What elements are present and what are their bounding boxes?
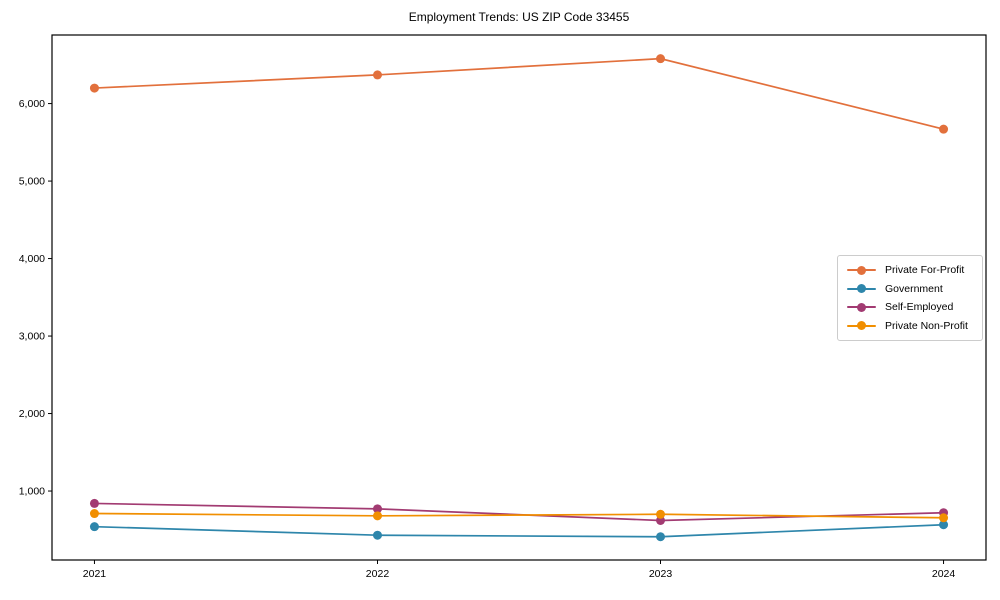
legend-label: Private Non-Profit xyxy=(885,319,968,332)
x-tick-label: 2024 xyxy=(932,568,956,580)
data-point-marker xyxy=(939,124,949,134)
data-point-marker xyxy=(372,511,382,521)
data-point-marker xyxy=(656,515,666,525)
legend: Private For-Profit Government Self-Emplo… xyxy=(837,255,983,341)
y-tick-label: 4,000 xyxy=(19,253,45,265)
data-point-marker xyxy=(939,513,949,523)
y-tick-label: 5,000 xyxy=(19,176,45,188)
legend-item: Government xyxy=(847,280,974,298)
y-axis: 1,000 2,000 3,000 4,000 5,000 6,000 xyxy=(19,98,52,498)
data-point-marker xyxy=(939,520,949,530)
series-private-non-profit xyxy=(89,509,949,523)
legend-label: Private For-Profit xyxy=(885,264,965,276)
legend-dot-icon xyxy=(857,284,866,294)
data-point-marker xyxy=(656,54,666,64)
legend-label: Self-Employed xyxy=(885,301,954,314)
data-point-marker xyxy=(656,532,666,542)
series-line xyxy=(94,502,944,522)
data-point-marker xyxy=(89,509,99,519)
series-line xyxy=(94,523,944,538)
data-point-marker xyxy=(89,498,99,508)
series-government xyxy=(89,520,949,542)
data-point-marker xyxy=(656,509,666,519)
y-tick-label: 3,000 xyxy=(19,331,45,343)
legend-dot-icon xyxy=(857,265,866,275)
chart-title: Employment Trends: US ZIP Code 33455 xyxy=(408,10,630,24)
data-point-marker xyxy=(372,70,382,80)
plot-border xyxy=(51,34,987,561)
legend-dot-icon xyxy=(857,302,866,312)
data-point-marker xyxy=(89,522,99,532)
x-axis: 2021 2022 2023 2024 xyxy=(83,560,956,580)
series-line xyxy=(94,512,944,519)
data-point-marker xyxy=(372,530,382,540)
legend-dot-icon xyxy=(857,321,866,331)
legend-item: Private For-Profit xyxy=(847,261,974,279)
series-private-for-profit xyxy=(89,54,949,134)
legend-line-marker-icon xyxy=(847,284,876,294)
legend-item: Self-Employed xyxy=(847,298,974,316)
legend-line-marker-icon xyxy=(847,265,876,275)
legend-item: Private Non-Profit xyxy=(847,317,974,335)
legend-label: Government xyxy=(885,282,943,295)
x-tick-label: 2021 xyxy=(83,568,107,580)
y-tick-label: 6,000 xyxy=(19,98,45,110)
legend-line-marker-icon xyxy=(847,321,876,331)
y-tick-label: 2,000 xyxy=(19,408,45,420)
series-self-employed xyxy=(89,498,949,525)
y-tick-label: 1,000 xyxy=(19,486,45,498)
series-line xyxy=(94,57,944,130)
data-point-marker xyxy=(89,83,99,93)
x-tick-label: 2022 xyxy=(366,568,390,580)
data-point-marker xyxy=(372,504,382,514)
legend-line-marker-icon xyxy=(847,302,876,312)
x-tick-label: 2023 xyxy=(649,568,673,580)
